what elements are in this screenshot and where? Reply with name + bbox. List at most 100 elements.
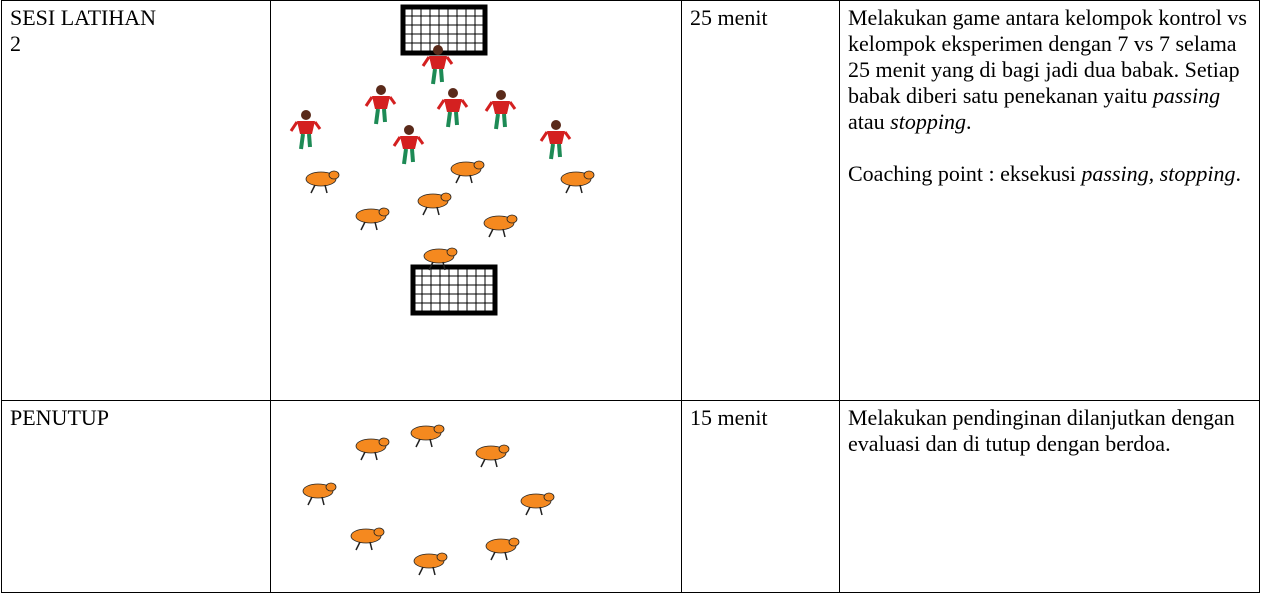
orange-player (520, 492, 555, 516)
legs (488, 228, 506, 238)
leg (374, 108, 380, 125)
orange-player (305, 170, 340, 194)
arm (378, 207, 390, 217)
legs (428, 261, 446, 271)
legs (415, 438, 433, 448)
arm (446, 247, 458, 257)
description-text: Melakukan game antara kelompok kontrol v… (848, 5, 1247, 108)
head (404, 125, 414, 135)
description-paragraph: Coaching point : eksekusi passing, stopp… (848, 161, 1251, 187)
legs (525, 506, 543, 516)
leg (402, 148, 408, 165)
cell: 15 menit (681, 400, 840, 593)
goal-frame (410, 264, 498, 316)
arm (433, 424, 445, 434)
description-text: stopping (890, 109, 966, 134)
leg (382, 108, 387, 123)
leg (494, 113, 500, 130)
red-player (539, 120, 572, 160)
cell: SESI LATIHAN 2 (1, 0, 271, 401)
description-text: . (1235, 161, 1241, 186)
head (551, 120, 561, 130)
orange-player (475, 444, 510, 468)
cell: Melakukan pendinginan dilanjutkan dengan… (839, 400, 1260, 593)
red-player (392, 125, 425, 165)
legs (480, 458, 498, 468)
orange-player (302, 482, 337, 506)
orange-player (417, 192, 452, 216)
orange-player (413, 552, 448, 576)
arm (325, 482, 337, 492)
arm (484, 101, 494, 112)
arm (508, 537, 520, 547)
head (448, 88, 458, 98)
arm (539, 131, 549, 142)
description-text: atau (848, 109, 891, 134)
leg (307, 133, 312, 148)
orange-player (450, 160, 485, 184)
duration: 15 menit (690, 405, 768, 430)
arm (563, 131, 572, 140)
cell (270, 0, 682, 401)
red-player (421, 45, 454, 85)
arm (440, 192, 452, 202)
orange-player (355, 207, 390, 231)
table-row: SESI LATIHAN 2 25 menit Melakukan game a… (1, 0, 1260, 401)
legs (422, 206, 440, 216)
arm (289, 121, 299, 132)
leg (299, 133, 305, 150)
legs (418, 566, 436, 576)
arm (421, 56, 431, 67)
shirt (297, 121, 315, 134)
legs (355, 541, 373, 551)
arm (436, 552, 448, 562)
head (433, 45, 443, 55)
orange-player (560, 170, 595, 194)
head (301, 110, 311, 120)
red-player (436, 88, 469, 128)
leg (446, 111, 452, 128)
legs (360, 221, 378, 231)
red-player (364, 85, 397, 125)
description-paragraph: Melakukan pendinginan dilanjutkan dengan… (848, 405, 1251, 457)
table-row: PENUTUP 15 menit Melakukan pendinginan d… (1, 400, 1260, 593)
session-name: SESI LATIHAN 2 (10, 5, 157, 56)
legs (565, 184, 583, 194)
arm (583, 170, 595, 180)
arm (508, 101, 517, 110)
head (376, 85, 386, 95)
session-name: PENUTUP (10, 405, 110, 430)
description-text: passing (1152, 83, 1221, 108)
arm (388, 96, 397, 105)
orange-player (350, 527, 385, 551)
arm (498, 444, 510, 454)
cell: 25 menit (681, 0, 840, 401)
shirt (444, 99, 462, 112)
goal-icon (410, 264, 498, 316)
shirt (492, 101, 510, 114)
arm (436, 99, 446, 110)
legs (307, 496, 325, 506)
description-paragraph: Melakukan game antara kelompok kontrol v… (848, 5, 1251, 135)
arm (364, 96, 374, 107)
red-player (289, 110, 322, 150)
arm (506, 214, 518, 224)
arm (460, 99, 469, 108)
goal-frame (400, 4, 488, 56)
cell: PENUTUP (1, 400, 271, 593)
legs (360, 451, 378, 461)
description-text: . (965, 109, 972, 134)
goal-icon (400, 4, 488, 56)
arm (378, 437, 390, 447)
shirt (429, 56, 447, 69)
arm (416, 136, 425, 145)
arm (543, 492, 555, 502)
legs (490, 551, 508, 561)
leg (431, 68, 437, 85)
orange-player (410, 424, 445, 448)
leg (549, 143, 555, 160)
drill-diagram (289, 4, 595, 316)
shirt (400, 136, 418, 149)
arm (392, 136, 402, 147)
